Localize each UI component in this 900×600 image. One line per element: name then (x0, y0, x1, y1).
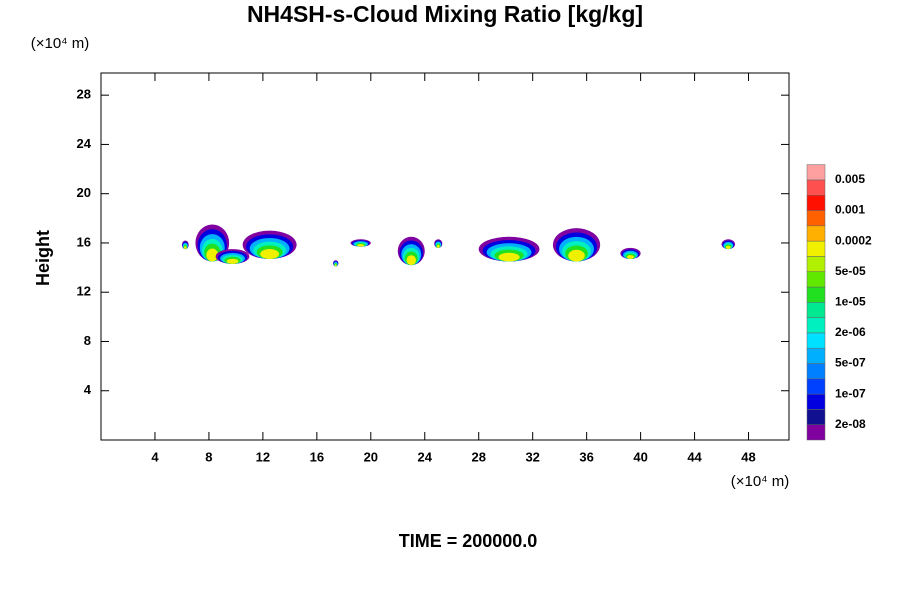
colorbar-label: 0.0002 (835, 233, 872, 247)
cloud-region (357, 244, 365, 247)
colorbar-cell (806, 393, 826, 410)
colorbar-cell (806, 378, 826, 395)
cloud-region (406, 255, 416, 266)
cloud-region (226, 258, 239, 264)
x-tick-label: 44 (687, 449, 702, 464)
colorbar-cell (806, 271, 826, 288)
colorbar-label: 2e-06 (835, 325, 866, 339)
cloud-region (568, 249, 585, 262)
colorbar-cell (806, 286, 826, 303)
x-tick-label: 32 (525, 449, 539, 464)
colorbar-cell (806, 164, 826, 181)
chart-title: NH4SH-s-Cloud Mixing Ratio [kg/kg] (247, 1, 643, 27)
y-tick-label: 20 (77, 185, 91, 200)
x-tick-label: 8 (205, 449, 212, 464)
colorbar-cell (806, 225, 826, 242)
y-unit: (×10⁴ m) (31, 35, 90, 52)
colorbar-label: 1e-07 (835, 386, 866, 400)
colorbar-cell (806, 240, 826, 257)
colorbar-cell (806, 347, 826, 364)
cloud-region (436, 244, 440, 248)
colorbar-cell (806, 332, 826, 349)
colorbar-cell (806, 302, 826, 318)
colorbar-label: 1e-05 (835, 294, 866, 308)
y-tick-label: 8 (84, 333, 91, 348)
x-unit: (×10⁴ m) (731, 473, 790, 490)
cloud-region (626, 255, 635, 259)
y-tick-label: 4 (84, 382, 92, 397)
colorbar-label: 5e-07 (835, 356, 866, 370)
cloud-region (184, 246, 187, 250)
x-tick-label: 36 (579, 449, 593, 464)
colorbar-cell (806, 424, 826, 441)
colorbar-cell (806, 179, 826, 196)
colorbar-cell (806, 210, 826, 227)
colorbar-cell (806, 256, 826, 272)
colorbar-label: 5e-05 (835, 264, 866, 278)
y-axis-label: Height (33, 230, 53, 286)
x-tick-label: 40 (633, 449, 647, 464)
plot-frame (100, 72, 790, 441)
y-tick-label: 16 (77, 234, 91, 249)
colorbar-cell (806, 317, 826, 334)
cloud-region (260, 249, 280, 259)
colorbar-label: 0.005 (835, 172, 865, 186)
footer: TIME = 200000.0 (399, 531, 538, 551)
colorbar-cell (806, 409, 826, 425)
x-tick-label: 28 (471, 449, 485, 464)
cloud-region (498, 252, 520, 262)
x-tick-label: 24 (418, 449, 433, 464)
cloud-region (725, 245, 731, 250)
x-tick-label: 48 (741, 449, 755, 464)
x-tick-label: 12 (256, 449, 270, 464)
cloud-region (334, 264, 337, 267)
colorbar-cell (806, 194, 826, 211)
colorbar-label: 0.001 (835, 203, 865, 217)
y-tick-label: 24 (77, 136, 92, 151)
x-tick-label: 20 (364, 449, 378, 464)
cloud-region (206, 248, 219, 262)
y-tick-label: 12 (77, 284, 91, 299)
x-tick-label: 16 (310, 449, 324, 464)
y-tick-label: 28 (77, 87, 91, 102)
colorbar-cell (806, 363, 826, 380)
x-tick-label: 4 (151, 449, 159, 464)
colorbar-label: 2e-08 (835, 417, 866, 431)
